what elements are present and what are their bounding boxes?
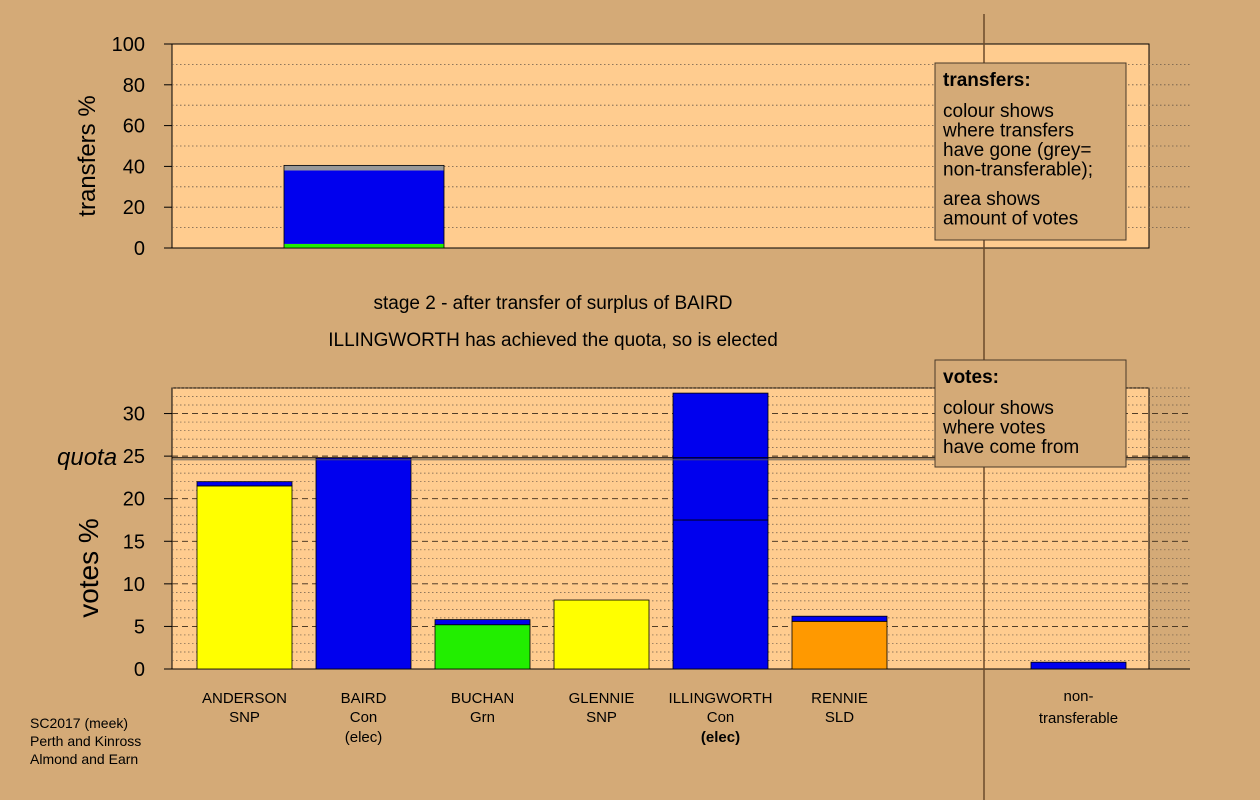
candidate-party: Con	[350, 709, 378, 726]
legend-line: non-transferable);	[943, 160, 1093, 181]
vote-bar-baird	[315, 457, 412, 670]
legend-box	[934, 359, 1127, 468]
footer-text: SC2017 (meek) Perth and Kinross Almond and…	[30, 715, 141, 767]
votes-tick-label: 30	[123, 404, 145, 426]
votes-tick-label: 0	[134, 659, 145, 681]
vote-bar-anderson	[196, 485, 293, 670]
nontransferable-label: transferable	[1039, 710, 1118, 727]
candidate-party: Grn	[470, 709, 495, 726]
vote-bar-rennie	[791, 620, 888, 670]
legend-line: area shows	[943, 189, 1040, 210]
transfers-tick-label: 20	[123, 197, 145, 219]
footer-line: Perth and Kinross	[30, 733, 141, 749]
candidate-party: SLD	[825, 709, 854, 726]
legend-title: transfers:	[943, 70, 1031, 91]
candidate-name: GLENNIE	[569, 690, 635, 707]
vote-transfer-illingworth	[672, 392, 769, 521]
transfer-segment-non-transferable	[284, 165, 444, 171]
votes-tick-label: 15	[123, 531, 145, 553]
legend-line: amount of votes	[943, 209, 1078, 230]
votes-y-ticks: 0 5 10 15 20 25 30	[123, 404, 172, 681]
vote-transfer-buchan	[434, 619, 531, 626]
quota-label: quota	[57, 444, 117, 471]
candidate-party: SNP	[229, 709, 260, 726]
legend-line: have gone (grey=	[943, 140, 1091, 161]
transfers-tick-label: 100	[112, 34, 145, 56]
candidate-party: SNP	[586, 709, 617, 726]
legend-line: where transfers	[942, 121, 1074, 142]
transfers-y-axis-label: transfers %	[74, 95, 101, 216]
transfers-y-ticks: 0 20 40 60 80 100	[112, 34, 172, 260]
transfer-segment-con	[284, 170, 444, 244]
nontransferable-label: non-	[1063, 688, 1093, 705]
transfer-segment-grn	[284, 243, 444, 248]
votes-y-axis-label: votes %	[73, 518, 104, 618]
vote-bar-buchan	[434, 624, 531, 670]
candidate-name: ILLINGWORTH	[669, 690, 773, 707]
stage-subtitle: ILLINGWORTH has achieved the quota, so i…	[328, 330, 778, 351]
candidate-party: Con	[707, 709, 735, 726]
candidate-labels: ANDERSON SNP BAIRD Con (elec) BUCHAN Grn GLENNI…	[202, 688, 1118, 746]
votes-tick-label: 5	[134, 616, 145, 638]
footer-line: SC2017 (meek)	[30, 715, 128, 731]
votes-tick-label: 25	[123, 446, 145, 468]
transfers-bars	[283, 164, 445, 249]
candidate-name: RENNIE	[811, 690, 868, 707]
transfers-tick-label: 80	[123, 75, 145, 97]
vote-transfer-rennie	[791, 615, 888, 622]
candidate-status: (elec)	[345, 729, 383, 746]
candidate-name: BUCHAN	[451, 690, 514, 707]
votes-tick-label: 10	[123, 574, 145, 596]
vote-bar-glennie	[553, 599, 650, 670]
candidate-status: (elec)	[701, 729, 740, 746]
transfers-tick-label: 40	[123, 156, 145, 178]
transfers-tick-label: 0	[134, 238, 145, 260]
stage-title: stage 2 - after transfer of surplus of B…	[373, 293, 732, 314]
legend-line: colour shows	[943, 101, 1054, 122]
transfers-tick-label: 60	[123, 116, 145, 138]
votes-bars	[196, 392, 1127, 670]
legend-box	[934, 62, 1127, 241]
transfer-bar-outline	[283, 164, 445, 249]
legend-line: colour shows	[943, 398, 1054, 419]
votes-tick-label: 20	[123, 489, 145, 511]
legend-line: where votes	[942, 418, 1045, 439]
candidate-name: BAIRD	[341, 690, 387, 707]
nontransferable-bar	[1030, 661, 1127, 670]
candidate-name: ANDERSON	[202, 690, 287, 707]
legend-title: votes:	[943, 367, 999, 388]
vote-bar-illingworth	[672, 519, 769, 670]
vote-transfer-anderson	[196, 481, 293, 487]
footer-line: Almond and Earn	[30, 751, 138, 767]
legend-line: have come from	[943, 437, 1079, 458]
